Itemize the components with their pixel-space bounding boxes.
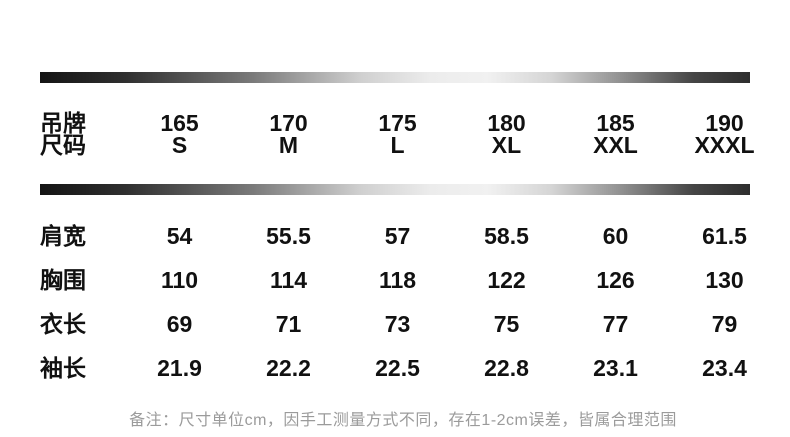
- cell-value: 73: [384, 311, 411, 337]
- size-height: 180: [487, 110, 526, 136]
- cell-value: 22.2: [266, 355, 311, 381]
- cell-value: 126: [596, 267, 635, 293]
- cell-value: 54: [166, 223, 193, 249]
- table-row-garment-length: 衣长 69 71 73 75 77 79: [40, 302, 779, 346]
- size-code: M: [278, 132, 299, 158]
- size-code: XXXL: [694, 132, 755, 158]
- size-column-l: 175 L: [343, 110, 452, 158]
- row-label: 袖长: [40, 355, 86, 381]
- cell-value: 23.1: [593, 355, 638, 381]
- cell-value: 55.5: [266, 223, 311, 249]
- row-label: 衣长: [40, 311, 86, 337]
- size-column-m: 170 M: [234, 110, 343, 158]
- size-header-row: 吊牌 尺码 165 S 170 M 175 L 180 XL 185 XXL 1…: [40, 110, 779, 158]
- table-row-sleeve-length: 袖长 21.9 22.2 22.5 22.8 23.1 23.4: [40, 346, 779, 390]
- cell-value: 110: [160, 267, 199, 293]
- size-code: S: [171, 132, 188, 158]
- cell-value: 77: [602, 311, 629, 337]
- size-column-s: 165 S: [125, 110, 234, 158]
- divider-top: [40, 72, 750, 83]
- cell-value: 71: [275, 311, 302, 337]
- size-column-xl: 180 XL: [452, 110, 561, 158]
- table-row-chest: 胸围 110 114 118 122 126 130: [40, 258, 779, 302]
- size-column-xxl: 185 XXL: [561, 110, 670, 158]
- size-code: XXL: [593, 132, 638, 158]
- cell-value: 57: [384, 223, 411, 249]
- measurement-rows: 肩宽 54 55.5 57 58.5 60 61.5 胸围 110 114 11…: [40, 214, 779, 390]
- size-height: 165: [160, 110, 199, 136]
- cell-value: 79: [711, 311, 738, 337]
- cell-value: 60: [602, 223, 629, 249]
- cell-value: 58.5: [484, 223, 529, 249]
- size-height: 185: [596, 110, 635, 136]
- remark-note: 备注：尺寸单位cm，因手工测量方式不同，存在1-2cm误差，皆属合理范围: [129, 412, 677, 429]
- row-header-line2: 尺码: [40, 132, 86, 158]
- size-height: 170: [269, 110, 308, 136]
- cell-value: 61.5: [702, 223, 747, 249]
- size-height: 190: [705, 110, 744, 136]
- cell-value: 118: [378, 267, 417, 293]
- size-code: L: [390, 132, 405, 158]
- size-column-xxxl: 190 XXXL: [670, 110, 779, 158]
- cell-value: 23.4: [702, 355, 747, 381]
- cell-value: 114: [269, 267, 308, 293]
- cell-value: 22.5: [375, 355, 420, 381]
- cell-value: 130: [705, 267, 744, 293]
- row-header-tag-size: 吊牌 尺码: [40, 110, 125, 158]
- cell-value: 75: [493, 311, 520, 337]
- cell-value: 21.9: [157, 355, 202, 381]
- divider-middle: [40, 184, 750, 195]
- cell-value: 22.8: [484, 355, 529, 381]
- cell-value: 69: [166, 311, 193, 337]
- row-header-line1: 吊牌: [40, 110, 86, 136]
- row-label: 肩宽: [40, 223, 86, 249]
- table-row-shoulder-width: 肩宽 54 55.5 57 58.5 60 61.5: [40, 214, 779, 258]
- size-height: 175: [378, 110, 417, 136]
- cell-value: 122: [487, 267, 526, 293]
- size-code: XL: [491, 132, 522, 158]
- row-label: 胸围: [40, 267, 86, 293]
